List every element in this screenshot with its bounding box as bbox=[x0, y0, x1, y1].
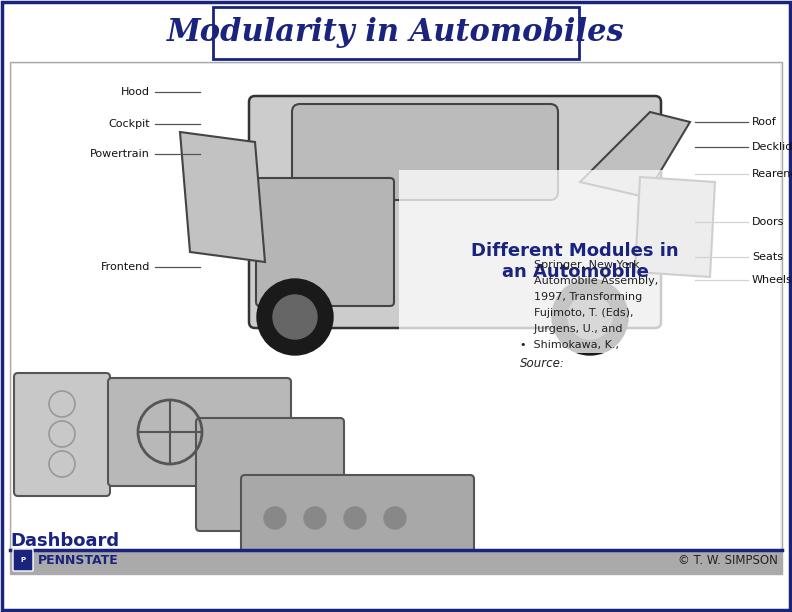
Text: Different Modules in
an Automobile: Different Modules in an Automobile bbox=[471, 242, 679, 281]
FancyBboxPatch shape bbox=[249, 96, 661, 328]
Circle shape bbox=[257, 279, 333, 355]
Polygon shape bbox=[180, 132, 265, 262]
FancyBboxPatch shape bbox=[108, 378, 291, 486]
Circle shape bbox=[552, 279, 628, 355]
Text: Decklid: Decklid bbox=[752, 142, 792, 152]
FancyBboxPatch shape bbox=[12, 64, 780, 572]
Text: Wheels: Wheels bbox=[752, 275, 792, 285]
Text: Rearend: Rearend bbox=[752, 169, 792, 179]
Text: Fujimoto, T. (Eds),: Fujimoto, T. (Eds), bbox=[520, 308, 634, 318]
Text: Roof: Roof bbox=[752, 117, 777, 127]
FancyBboxPatch shape bbox=[14, 373, 110, 496]
Polygon shape bbox=[580, 112, 690, 197]
Circle shape bbox=[304, 507, 326, 529]
Text: © T. W. SIMPSON: © T. W. SIMPSON bbox=[678, 553, 778, 567]
Polygon shape bbox=[635, 177, 715, 277]
Text: Seats: Seats bbox=[752, 252, 783, 262]
Text: Automobile Assembly,: Automobile Assembly, bbox=[520, 276, 658, 286]
Text: 1997, Transforming: 1997, Transforming bbox=[520, 292, 642, 302]
Text: Cockpit: Cockpit bbox=[109, 119, 150, 129]
FancyBboxPatch shape bbox=[213, 7, 579, 59]
Text: •  Shimokawa, K.,: • Shimokawa, K., bbox=[520, 340, 619, 350]
Text: Modularity in Automobiles: Modularity in Automobiles bbox=[167, 18, 625, 48]
Text: P: P bbox=[21, 557, 25, 563]
Text: PENNSTATE: PENNSTATE bbox=[38, 553, 119, 567]
FancyBboxPatch shape bbox=[241, 475, 474, 561]
FancyBboxPatch shape bbox=[256, 178, 394, 306]
Text: Dashboard
Module: Dashboard Module bbox=[10, 532, 120, 571]
Circle shape bbox=[384, 507, 406, 529]
Text: Springer, New York.: Springer, New York. bbox=[520, 260, 643, 270]
Text: Frontend: Frontend bbox=[101, 262, 150, 272]
Text: Doors: Doors bbox=[752, 217, 784, 227]
Circle shape bbox=[344, 507, 366, 529]
Text: Source:: Source: bbox=[520, 357, 565, 370]
FancyBboxPatch shape bbox=[196, 418, 344, 531]
Text: Jurgens, U., and: Jurgens, U., and bbox=[520, 324, 623, 334]
Text: Powertrain: Powertrain bbox=[90, 149, 150, 159]
Text: Hood: Hood bbox=[121, 87, 150, 97]
Circle shape bbox=[568, 295, 612, 339]
FancyBboxPatch shape bbox=[10, 62, 782, 574]
Circle shape bbox=[273, 295, 317, 339]
FancyBboxPatch shape bbox=[292, 104, 558, 200]
FancyBboxPatch shape bbox=[10, 550, 782, 574]
Circle shape bbox=[264, 507, 286, 529]
FancyBboxPatch shape bbox=[13, 549, 33, 571]
